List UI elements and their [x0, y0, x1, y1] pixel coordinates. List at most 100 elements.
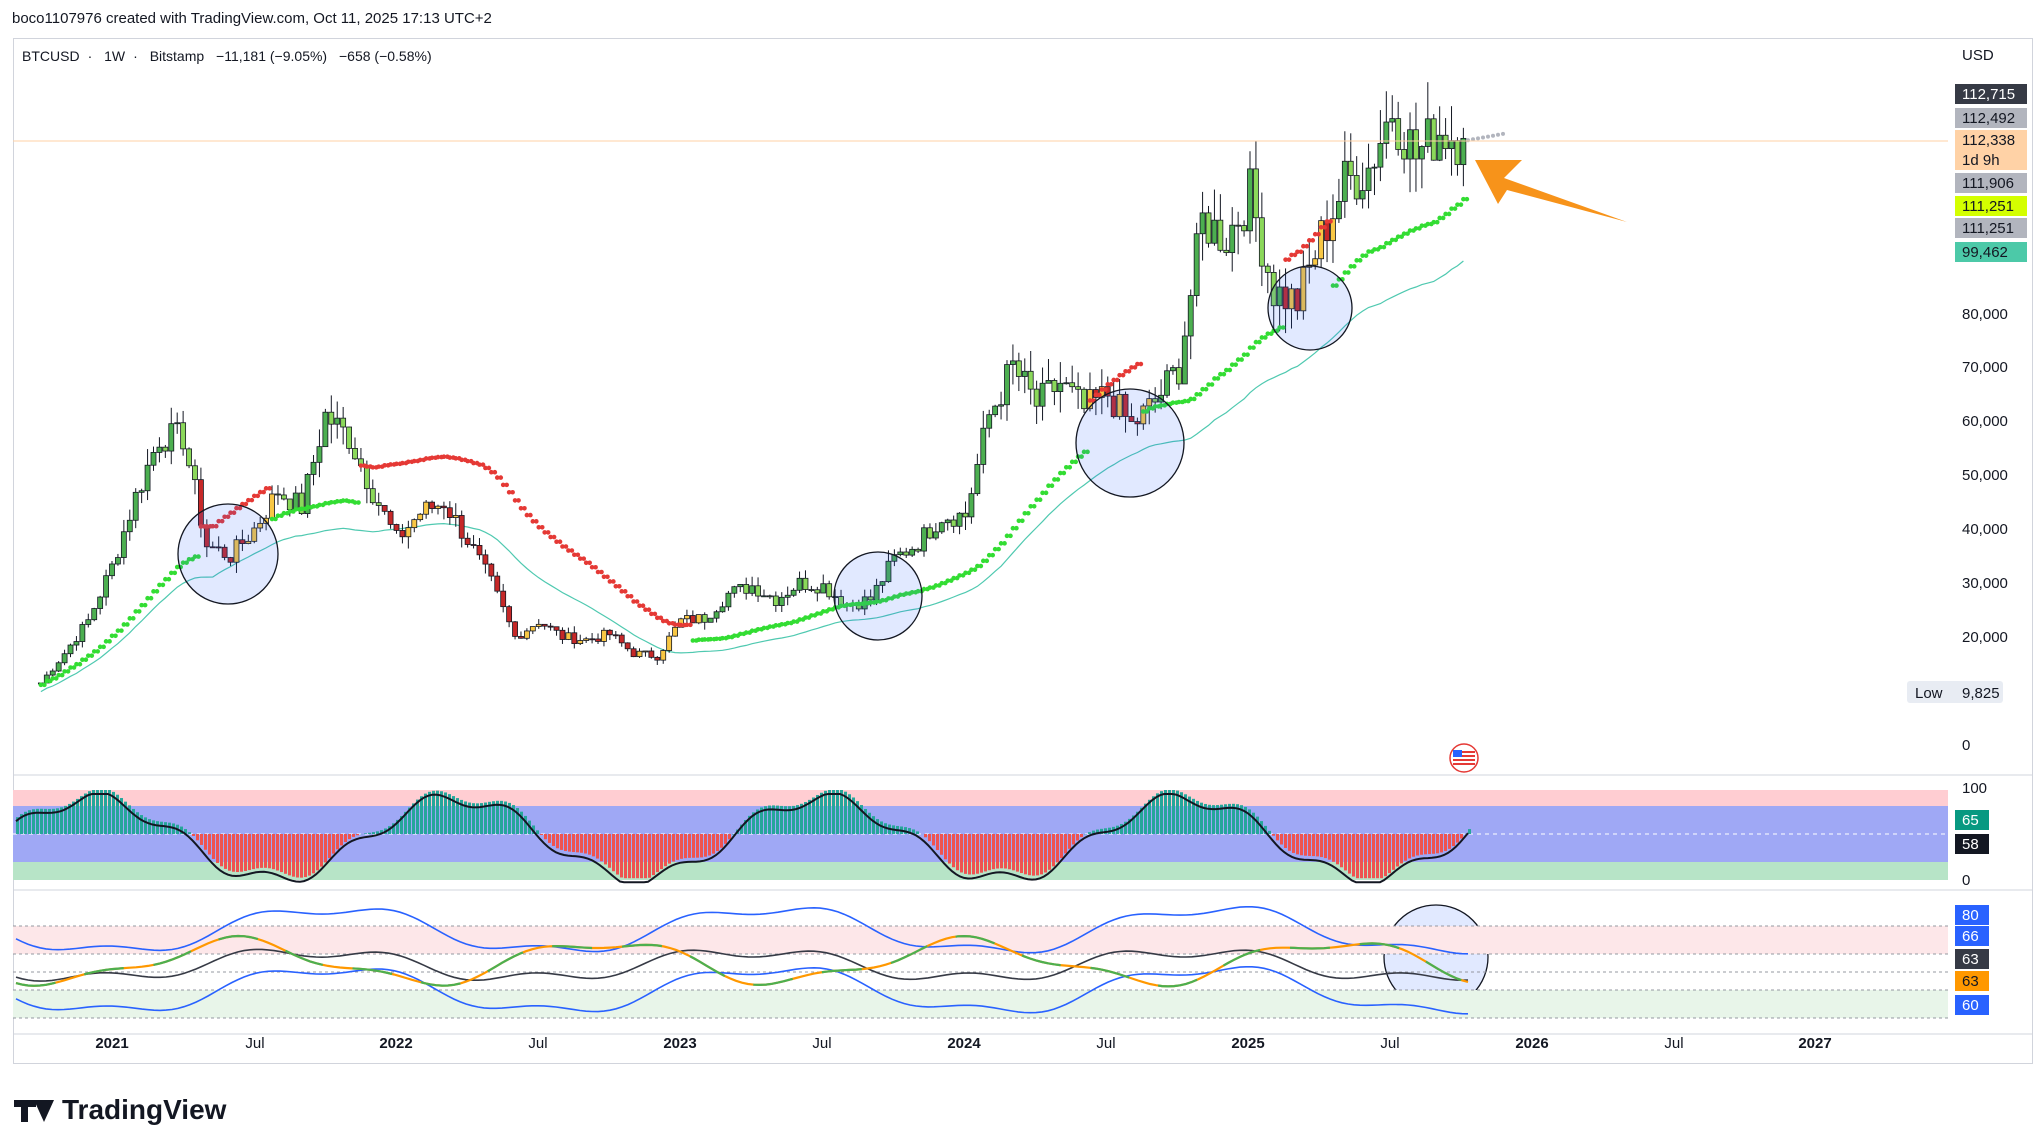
stoch-bar: [112, 791, 115, 834]
trailing-dot: [1182, 398, 1188, 404]
candle: [1045, 359, 1052, 384]
stoch-bar: [1032, 834, 1035, 876]
candle: [310, 454, 317, 486]
stoch-bar: [764, 806, 767, 834]
stoch-bar: [912, 829, 915, 834]
candle: [1175, 358, 1182, 390]
stoch-bar: [1292, 834, 1295, 853]
trailing-dot: [1020, 518, 1025, 524]
candle: [1164, 364, 1170, 398]
stoch-bar: [364, 833, 367, 834]
stoch-bar: [724, 834, 727, 844]
us-flag-event-icon[interactable]: [1449, 743, 1479, 773]
trailing-dot: [160, 582, 166, 588]
stoch-bar: [132, 808, 135, 834]
stoch-bar: [820, 792, 823, 834]
rsi-tag-text: 63: [1962, 951, 1979, 968]
candle: [1395, 101, 1402, 156]
highlight-circle: [177, 503, 279, 605]
stoch-bar: [812, 797, 815, 834]
trailing-dot: [231, 510, 237, 515]
stoch-bar: [576, 834, 579, 853]
trailing-dot: [1306, 238, 1312, 243]
stoch-bar: [36, 808, 39, 834]
candle: [968, 487, 975, 524]
trailing-dot: [880, 597, 885, 603]
stoch-bar: [324, 834, 327, 863]
stoch-bar: [392, 823, 395, 834]
stoch-bar: [712, 834, 715, 854]
stoch-bar: [592, 834, 595, 857]
candle: [1324, 200, 1330, 263]
candle: [162, 444, 169, 458]
trailing-dot: [545, 530, 551, 535]
stoch-bar: [320, 834, 323, 867]
stoch-tag-text: 65: [1962, 812, 1979, 829]
candle: [120, 519, 127, 565]
trailing-dot: [139, 602, 144, 608]
trailing-dot: [1144, 409, 1150, 414]
stoch-bar: [772, 805, 775, 834]
candle: [618, 632, 625, 647]
stoch-bar: [1416, 834, 1419, 856]
time-axis-label: Jul: [528, 1035, 547, 1052]
candle: [1300, 250, 1307, 320]
stoch-bar: [116, 794, 119, 834]
candle: [340, 406, 347, 445]
stoch-bar: [524, 815, 527, 834]
trailing-dot: [767, 624, 773, 629]
trailing-dot: [566, 548, 571, 553]
trailing-dot: [536, 524, 542, 530]
trailing-dot: [151, 589, 156, 594]
candle: [423, 500, 430, 519]
stoch-bar: [924, 834, 927, 838]
stoch-bar: [228, 834, 231, 871]
stoch-bar: [1456, 834, 1459, 843]
trailing-dot: [364, 464, 370, 469]
symbol-interval: 1W: [104, 48, 126, 64]
stoch-bar: [1420, 834, 1423, 855]
candle: [452, 503, 459, 527]
trailing-dot: [1354, 258, 1359, 263]
stoch-bar: [156, 821, 159, 834]
stoch-bar: [1132, 815, 1135, 834]
stoch-bar: [472, 803, 475, 834]
trailing-dot: [534, 519, 539, 524]
candle: [1359, 162, 1366, 209]
stoch-bar: [468, 802, 471, 834]
stoch-bar: [624, 834, 627, 879]
stoch-bar: [148, 819, 151, 834]
trailing-dot: [581, 556, 587, 561]
trailing-dot: [486, 465, 492, 471]
tradingview-logo[interactable]: TradingView: [14, 1094, 226, 1126]
trailing-dot: [273, 516, 278, 522]
price-axis-tick: 50,000: [1962, 467, 2008, 484]
stoch-bar: [56, 808, 59, 834]
stoch-bar: [492, 801, 495, 834]
trailing-dot: [465, 458, 470, 464]
stoch-bar: [1028, 834, 1031, 876]
trailing-dot: [1132, 365, 1138, 370]
stoch-bar: [24, 811, 27, 834]
rsi-tag: [1955, 971, 1989, 991]
stoch-bar: [1196, 800, 1199, 834]
trailing-dot: [477, 462, 482, 467]
candle: [755, 577, 761, 603]
rsi-upper-zone: [13, 926, 1948, 954]
candle: [132, 488, 139, 529]
stoch-bar: [604, 834, 607, 865]
candle: [802, 570, 809, 593]
candle: [1021, 358, 1028, 394]
candle: [352, 437, 358, 460]
price-axis-tick: 30,000: [1962, 575, 2008, 592]
trailing-dot: [1079, 454, 1084, 459]
stoch-bar: [1136, 811, 1139, 834]
trailing-dot: [1363, 253, 1369, 258]
candle: [369, 479, 376, 505]
trailing-dot: [619, 589, 625, 594]
candle: [1460, 127, 1467, 187]
symbol-legend[interactable]: BTCUSD · 1W · Bitstamp −11,181 (−9.05%) −6…: [22, 48, 432, 64]
stoch-bar: [1248, 809, 1251, 834]
stoch-bar: [1164, 790, 1167, 834]
